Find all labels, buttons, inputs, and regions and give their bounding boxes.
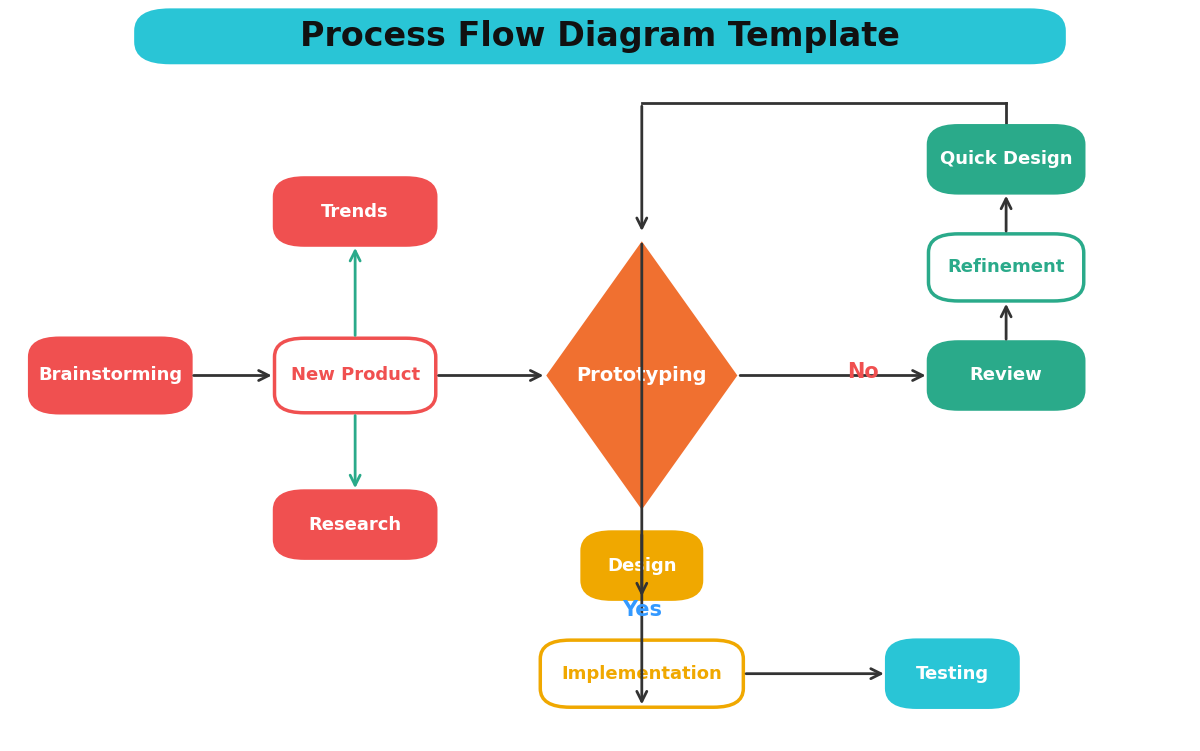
FancyBboxPatch shape bbox=[929, 125, 1084, 193]
Text: New Product: New Product bbox=[290, 366, 420, 385]
FancyBboxPatch shape bbox=[582, 532, 702, 599]
Text: No: No bbox=[847, 362, 878, 382]
FancyBboxPatch shape bbox=[887, 640, 1018, 707]
Text: Refinement: Refinement bbox=[948, 258, 1064, 276]
FancyBboxPatch shape bbox=[929, 342, 1084, 409]
FancyBboxPatch shape bbox=[275, 178, 436, 245]
Text: Prototyping: Prototyping bbox=[576, 366, 707, 385]
Text: Yes: Yes bbox=[622, 600, 662, 620]
FancyBboxPatch shape bbox=[540, 640, 743, 707]
FancyBboxPatch shape bbox=[275, 338, 436, 413]
Text: Design: Design bbox=[607, 556, 677, 575]
Text: Implementation: Implementation bbox=[562, 665, 722, 683]
Polygon shape bbox=[546, 241, 737, 510]
FancyBboxPatch shape bbox=[134, 8, 1066, 65]
Text: Testing: Testing bbox=[916, 665, 989, 683]
Text: Trends: Trends bbox=[322, 203, 389, 221]
Text: Research: Research bbox=[308, 516, 402, 534]
FancyBboxPatch shape bbox=[275, 491, 436, 558]
Text: Review: Review bbox=[970, 366, 1043, 385]
Text: Brainstorming: Brainstorming bbox=[38, 366, 182, 385]
FancyBboxPatch shape bbox=[929, 234, 1084, 301]
Text: Process Flow Diagram Template: Process Flow Diagram Template bbox=[300, 20, 900, 53]
FancyBboxPatch shape bbox=[30, 338, 191, 413]
Text: Quick Design: Quick Design bbox=[940, 150, 1073, 168]
